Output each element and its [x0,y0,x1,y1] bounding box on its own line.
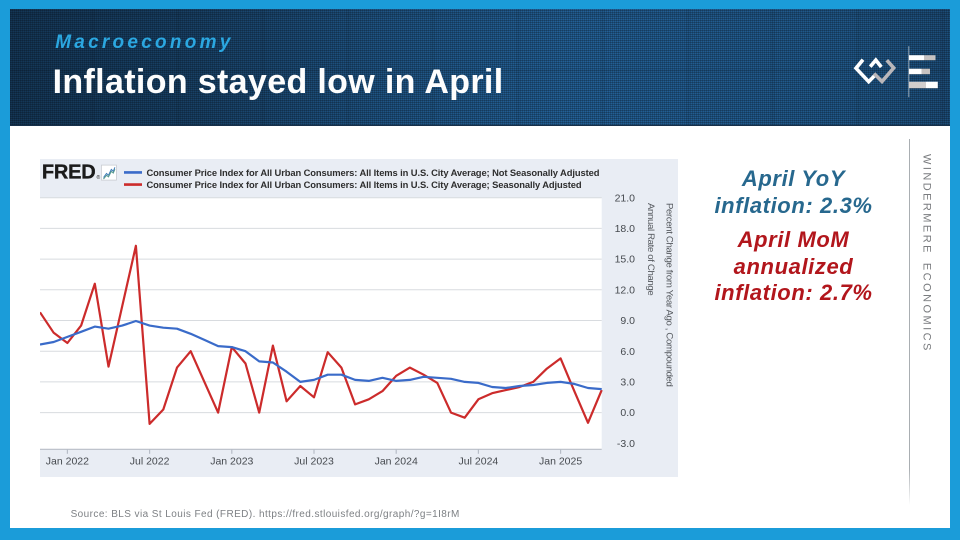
svg-text:15.0: 15.0 [615,254,636,266]
svg-text:Jul 2023: Jul 2023 [294,456,334,468]
svg-text:-3.0: -3.0 [617,438,635,450]
svg-text:3.0: 3.0 [620,377,635,389]
svg-text:0.0: 0.0 [620,407,635,419]
svg-text:21.0: 21.0 [615,192,636,204]
svg-text:Consumer Price Index for All U: Consumer Price Index for All Urban Consu… [147,167,600,178]
svg-text:Percent Change from Year Ago ,: Percent Change from Year Ago , Compounde… [664,203,675,387]
svg-text:FRED: FRED [42,162,96,184]
svg-text:9.0: 9.0 [620,315,635,327]
svg-text:Jan 2022: Jan 2022 [46,456,89,468]
svg-text:Annual Rate of Change: Annual Rate of Change [645,203,656,295]
svg-text:6.0: 6.0 [620,346,635,358]
svg-text:12.0: 12.0 [615,284,636,296]
svg-text:Consumer Price Index for All U: Consumer Price Index for All Urban Consu… [147,179,582,190]
svg-text:Jul 2022: Jul 2022 [130,456,170,468]
svg-text:®: ® [97,174,101,181]
svg-text:Jul 2024: Jul 2024 [459,456,499,468]
svg-text:18.0: 18.0 [615,223,636,235]
svg-text:Jan 2025: Jan 2025 [539,456,582,468]
svg-text:Jan 2024: Jan 2024 [375,456,418,468]
svg-text:Jan 2023: Jan 2023 [210,456,253,468]
